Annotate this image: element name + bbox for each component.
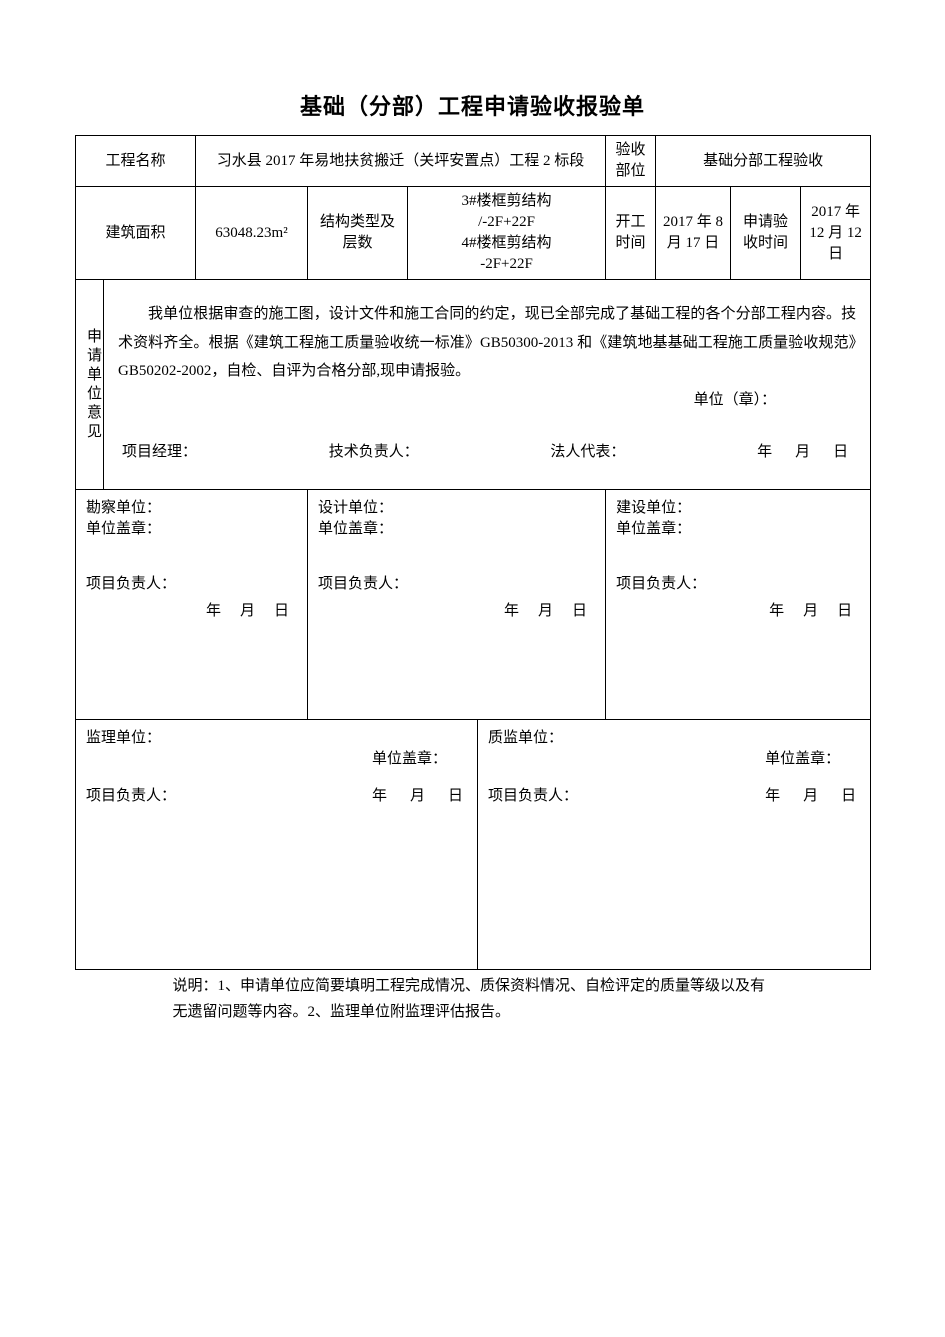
label-accept-part: 验收部位 [606,136,656,187]
quality-unit-cell: 质监单位： 单位盖章： 项目负责人： 年 月 日 [478,720,871,970]
struct-line2: /-2F+22F [414,212,599,233]
label-start-date: 开工时间 [606,187,656,280]
label-struct: 结构类型及层数 [308,187,408,280]
value-accept-part: 基础分部工程验收 [656,136,871,187]
design-leader: 项目负责人： [318,574,595,595]
struct-line3: 4#楼框剪结构 [414,233,599,254]
build-leader: 项目负责人： [616,574,860,595]
supervise-seal: 单位盖章： [86,749,467,770]
form-title: 基础（分部）工程申请验收报验单 [75,90,870,123]
quality-leader: 项目负责人： [488,786,578,807]
supervise-unit-cell: 监理单位： 单位盖章： 项目负责人： 年 月 日 [76,720,478,970]
opinion-body-cell: 我单位根据审查的施工图，设计文件和施工合同的约定，现已全部完成了基础工程的各个分… [104,280,871,490]
label-project-name: 工程名称 [76,136,196,187]
quality-unit-label: 质监单位： [488,728,860,749]
struct-line4: -2F+22F [414,254,599,275]
supervise-date: 年 月 日 [372,786,467,807]
sig-tech: 技术负责人： [329,438,419,467]
design-unit-cell: 设计单位： 单位盖章： 项目负责人： 年 月 日 [308,490,606,720]
design-seal: 单位盖章： [318,519,595,540]
survey-unit-cell: 勘察单位： 单位盖章： 项目负责人： 年 月 日 [76,490,308,720]
quality-date: 年 月 日 [765,786,860,807]
label-apply-date: 申请验收时间 [731,187,801,280]
form-note: 说明：1、申请单位应简要填明工程完成情况、质保资料情况、自检评定的质量等级以及有… [173,974,773,1025]
survey-date: 年 月 日 [86,601,297,622]
label-opinion: 申请单位意见 [76,280,104,490]
build-unit-cell: 建设单位： 单位盖章： 项目负责人： 年 月 日 [606,490,871,720]
design-unit-label: 设计单位： [318,498,595,519]
value-apply-date: 2017 年 12 月 12 日 [801,187,871,280]
struct-line1: 3#楼框剪结构 [414,191,599,212]
form-table: 工程名称 习水县 2017 年易地扶贫搬迁（关坪安置点）工程 2 标段 验收部位… [75,135,871,970]
sig-legal: 法人代表： [550,438,625,467]
quality-seal: 单位盖章： [488,749,860,770]
build-unit-label: 建设单位： [616,498,860,519]
value-area: 63048.23m² [196,187,308,280]
supervise-leader: 项目负责人： [86,786,176,807]
build-date: 年 月 日 [616,601,860,622]
sig-date: 年 月 日 [757,438,852,467]
label-area: 建筑面积 [76,187,196,280]
supervise-unit-label: 监理单位： [86,728,467,749]
opinion-seal-line: 单位（章）： [118,386,856,415]
opinion-body-text: 我单位根据审查的施工图，设计文件和施工合同的约定，现已全部完成了基础工程的各个分… [118,300,856,386]
value-struct: 3#楼框剪结构 /-2F+22F 4#楼框剪结构 -2F+22F [408,187,606,280]
survey-unit-label: 勘察单位： [86,498,297,519]
survey-seal: 单位盖章： [86,519,297,540]
build-seal: 单位盖章： [616,519,860,540]
sig-pm: 项目经理： [122,438,197,467]
value-start-date: 2017 年 8 月 17 日 [656,187,731,280]
value-project-name: 习水县 2017 年易地扶贫搬迁（关坪安置点）工程 2 标段 [196,136,606,187]
design-date: 年 月 日 [318,601,595,622]
survey-leader: 项目负责人： [86,574,297,595]
